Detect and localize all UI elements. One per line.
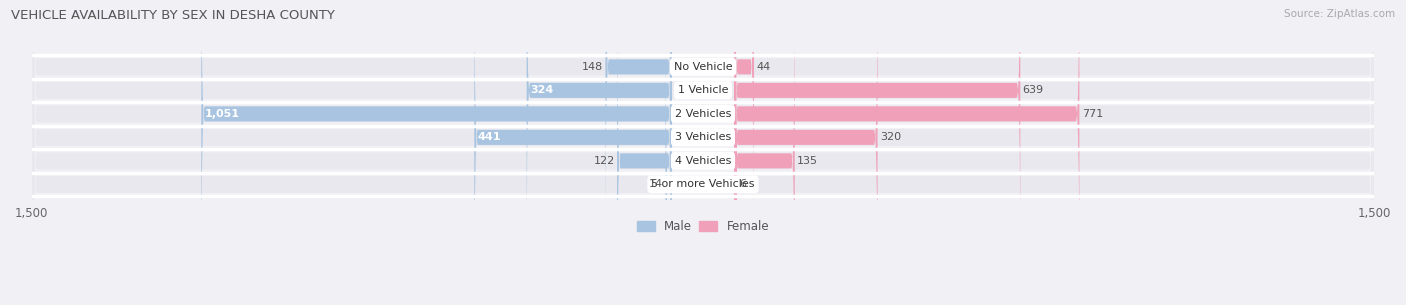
Text: 441: 441 [478,132,502,142]
Text: 6: 6 [740,179,747,189]
Text: 5 or more Vehicles: 5 or more Vehicles [651,179,755,189]
Text: 122: 122 [593,156,614,166]
FancyBboxPatch shape [32,0,1374,305]
FancyBboxPatch shape [734,0,794,305]
Text: 3 Vehicles: 3 Vehicles [675,132,731,142]
Text: 320: 320 [880,132,901,142]
Text: 148: 148 [582,62,603,72]
Text: 14: 14 [650,179,664,189]
FancyBboxPatch shape [665,4,672,305]
Text: 4 Vehicles: 4 Vehicles [675,156,731,166]
FancyBboxPatch shape [474,0,672,305]
FancyBboxPatch shape [606,0,672,247]
Text: 324: 324 [530,85,554,95]
Text: 1 Vehicle: 1 Vehicle [678,85,728,95]
FancyBboxPatch shape [527,0,672,271]
FancyBboxPatch shape [734,0,1080,294]
FancyBboxPatch shape [32,0,1374,305]
Text: 2 Vehicles: 2 Vehicles [675,109,731,119]
FancyBboxPatch shape [734,0,754,247]
Text: 639: 639 [1022,85,1043,95]
Legend: Male, Female: Male, Female [634,217,772,235]
FancyBboxPatch shape [734,0,1021,271]
FancyBboxPatch shape [734,4,738,305]
FancyBboxPatch shape [734,0,877,305]
Text: No Vehicle: No Vehicle [673,62,733,72]
Text: Source: ZipAtlas.com: Source: ZipAtlas.com [1284,9,1395,19]
FancyBboxPatch shape [32,0,1374,305]
FancyBboxPatch shape [32,0,1374,305]
Text: 44: 44 [756,62,770,72]
Text: 135: 135 [797,156,818,166]
Text: 771: 771 [1081,109,1102,119]
Text: VEHICLE AVAILABILITY BY SEX IN DESHA COUNTY: VEHICLE AVAILABILITY BY SEX IN DESHA COU… [11,9,335,22]
FancyBboxPatch shape [617,0,672,305]
FancyBboxPatch shape [32,0,1374,305]
Text: 1,051: 1,051 [205,109,240,119]
FancyBboxPatch shape [201,0,672,294]
FancyBboxPatch shape [32,0,1374,305]
